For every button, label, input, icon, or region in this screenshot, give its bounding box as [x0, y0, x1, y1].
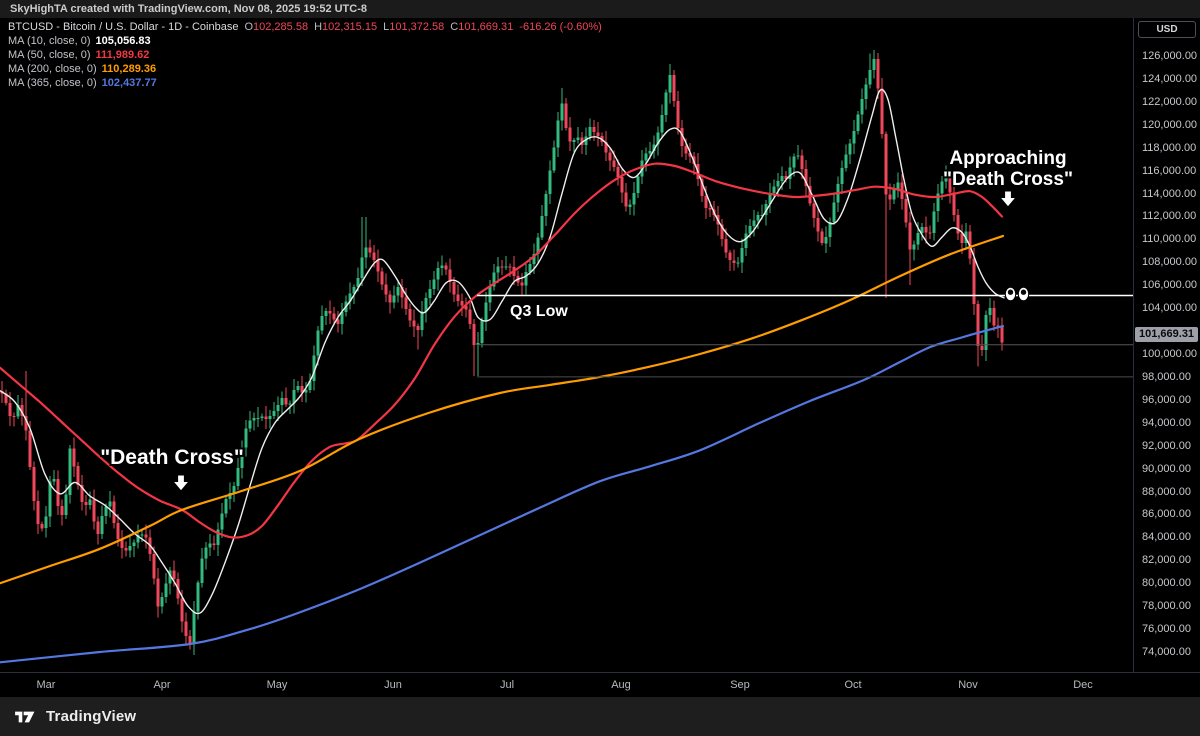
tradingview-logo-icon[interactable]: [12, 708, 38, 726]
ohlc-letter: C: [450, 21, 459, 33]
attribution-bar: SkyHighTA created with TradingView.com, …: [0, 0, 1200, 18]
price-tick-label: 124,000.00: [1142, 72, 1198, 85]
price-tick-label: 90,000.00: [1142, 462, 1191, 475]
ma-legend-value: 111,989.62: [95, 49, 150, 61]
ma-line-ma10[interactable]: [0, 88, 1005, 615]
approaching-cross-arrow: [998, 190, 1018, 208]
price-tick-label: 82,000.00: [1142, 554, 1191, 567]
ma-legend-value: 102,437.77: [101, 77, 157, 89]
last-price-tag: 101,669.31: [1135, 327, 1199, 343]
price-tick-label: 112,000.00: [1142, 210, 1197, 223]
q3-low-label: Q3 Low: [510, 303, 568, 320]
price-tick-label: 94,000.00: [1142, 416, 1191, 429]
currency-toggle-button[interactable]: USD: [1138, 21, 1196, 38]
ma-legend-label: MA (10, close, 0): [8, 35, 91, 47]
ma-legend-label: MA (365, close, 0): [8, 77, 97, 89]
ohlc-letter: O: [244, 21, 254, 33]
ohlc-value: 102,315.15: [322, 21, 378, 33]
month-label-jul: Jul: [499, 679, 515, 691]
ma-legend-rows: MA (10, close, 0) 105,056.83 MA (50, close…: [8, 35, 602, 90]
chart-canvas[interactable]: "Death Cross"Approaching"Death Cross"Q3 …: [0, 18, 1133, 672]
month-label-may: May: [266, 679, 288, 691]
price-tick-label: 92,000.00: [1142, 439, 1191, 452]
death-cross-label: "Death Cross": [100, 446, 244, 469]
month-label-sep: Sep: [730, 679, 750, 691]
symbol-legend-row[interactable]: BTCUSD - Bitcoin / U.S. Dollar - 1D - Co…: [8, 21, 602, 34]
ma-line-ma50[interactable]: [0, 162, 1004, 539]
approaching-label-line2: "Death Cross": [943, 169, 1073, 190]
symbol-change: -616.26 (-0.60%): [519, 21, 602, 33]
month-label-nov: Nov: [958, 679, 978, 691]
time-axis[interactable]: Mar Apr May Jun Jul Aug Sep Oct Nov Dec: [0, 672, 1200, 697]
attribution-text: SkyHighTA created with TradingView.com, …: [10, 3, 368, 15]
ma-line-ma365[interactable]: [0, 324, 1005, 664]
price-tick-label: 80,000.00: [1142, 577, 1191, 590]
footer-bar: TradingView: [0, 697, 1200, 736]
price-tick-label: 122,000.00: [1142, 95, 1198, 108]
price-tick-label: 104,000.00: [1142, 302, 1198, 315]
price-tick-label: 84,000.00: [1142, 531, 1191, 544]
price-tick-label: 126,000.00: [1142, 50, 1198, 62]
approaching-label-line1: Approaching: [949, 148, 1066, 169]
ohlc-letter: L: [383, 21, 390, 33]
month-label-apr: Apr: [153, 679, 171, 691]
price-tick-label: 78,000.00: [1142, 600, 1191, 613]
price-axis[interactable]: USD 101,669.31 126,000.00 124,000.00 122,0…: [1133, 18, 1200, 697]
price-tick-label: 118,000.00: [1142, 141, 1197, 154]
price-tick-label: 74,000.00: [1142, 646, 1191, 658]
price-tick-label: 76,000.00: [1142, 623, 1191, 636]
price-tick-label: 108,000.00: [1142, 256, 1198, 269]
chart-legend: BTCUSD - Bitcoin / U.S. Dollar - 1D - Co…: [8, 21, 602, 91]
price-tick-label: 116,000.00: [1142, 164, 1197, 177]
price-tick-label: 100,000.00: [1142, 348, 1198, 360]
month-label-aug: Aug: [611, 679, 631, 691]
ohlc-letter: H: [314, 21, 323, 33]
price-tick-label: 110,000.00: [1142, 233, 1197, 246]
ma-legend-value: 110,289.36: [101, 63, 157, 75]
price-tick-label: 96,000.00: [1142, 393, 1191, 406]
ma-legend-row[interactable]: MA (200, close, 0) 110,289.36: [8, 63, 602, 76]
death-cross-arrow: [171, 474, 191, 492]
price-tick-label: 98,000.00: [1142, 370, 1191, 383]
ma-legend-row[interactable]: MA (365, close, 0) 102,437.77: [8, 77, 602, 90]
eyes-emoji: [1004, 286, 1030, 302]
candlesticks: [0, 49, 1004, 655]
month-label-dec: Dec: [1073, 679, 1093, 691]
ohlc-value: 101,372.58: [389, 21, 445, 33]
chart-pane[interactable]: "Death Cross" Approaching "Death Cross" Q3 …: [0, 18, 1133, 672]
ma-legend-row[interactable]: MA (10, close, 0) 105,056.83: [8, 35, 602, 48]
month-label-mar: Mar: [36, 679, 56, 691]
price-tick-label: 114,000.00: [1142, 187, 1197, 200]
price-tick-label: 120,000.00: [1142, 118, 1198, 131]
tradingview-brand-text[interactable]: TradingView: [46, 708, 137, 725]
price-tick-label: 88,000.00: [1142, 485, 1191, 498]
month-label-oct: Oct: [844, 679, 862, 691]
ohlc-value: 101,669.31: [458, 21, 514, 33]
month-label-jun: Jun: [384, 679, 402, 691]
ohlc-values: O102,285.58 H102,315.15 L101,372.58 C101,66…: [238, 21, 513, 33]
ohlc-value: 102,285.58: [253, 21, 309, 33]
symbol-title[interactable]: BTCUSD - Bitcoin / U.S. Dollar - 1D - Co…: [8, 21, 239, 33]
ma-legend-row[interactable]: MA (50, close, 0) 111,989.62: [8, 49, 602, 62]
price-tick-label: 86,000.00: [1142, 508, 1191, 521]
ma-line-ma200[interactable]: [0, 234, 1005, 585]
ma-legend-value: 105,056.83: [95, 35, 151, 47]
ma-legend-label: MA (50, close, 0): [8, 49, 91, 61]
ma-legend-label: MA (200, close, 0): [8, 63, 97, 75]
price-tick-label: 106,000.00: [1142, 279, 1198, 292]
